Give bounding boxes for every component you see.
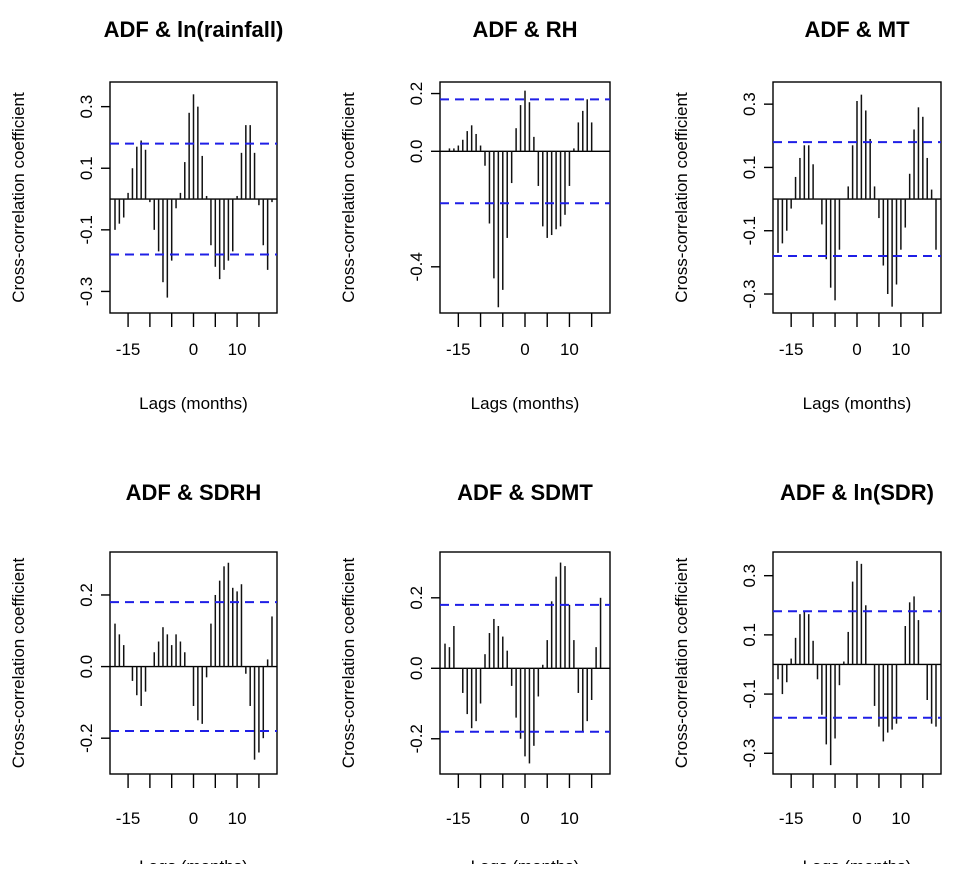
chart-2-frame (772, 81, 942, 314)
chart-4-y-tick-label: 0.2 (407, 586, 426, 610)
chart-3-y-axis-label: Cross-correlation coefficient (9, 558, 28, 769)
chart-4-x-tick-label: -15 (446, 809, 471, 828)
chart-5-y-tick-label: 0.3 (740, 564, 759, 588)
chart-4-y-axis-label: Cross-correlation coefficient (339, 558, 358, 769)
chart-2-title: ADF & MT (804, 17, 910, 42)
chart-3-x-axis-label: Lags (months) (139, 857, 248, 864)
chart-1-panel: ADF & RH Cross-correlation coefficient Lag… (339, 17, 611, 413)
chart-3-title: ADF & SDRH (126, 480, 262, 505)
chart-5-y-tick-label: -0.3 (740, 739, 759, 768)
chart-4-panel: ADF & SDMT Cross-correlation coefficient L… (339, 480, 611, 869)
chart-0-x-tick-label: 0 (189, 340, 198, 359)
chart-1-y-tick-label: 0.0 (407, 139, 426, 163)
chart-2-y-tick-label: -0.3 (740, 279, 759, 308)
chart-1-y-tick-label: 0.2 (407, 82, 426, 106)
chart-3-y-tick-label: -0.2 (77, 724, 96, 753)
chart-0-y-tick-label: -0.1 (77, 215, 96, 244)
chart-1-y-axis-label: Cross-correlation coefficient (339, 92, 358, 303)
chart-3-frame (109, 551, 278, 775)
chart-0-y-tick-label: 0.1 (77, 156, 96, 180)
chart-5-x-tick-label: -15 (779, 809, 804, 828)
chart-4-y-tick-label: -0.2 (407, 724, 426, 753)
chart-3-y-tick-label: 0.2 (77, 583, 96, 607)
chart-1-x-tick-label: 0 (520, 340, 529, 359)
chart-2-y-axis-label: Cross-correlation coefficient (672, 92, 691, 303)
chart-0-title: ADF & ln(rainfall) (104, 17, 284, 42)
chart-1-x-axis-label: Lags (months) (471, 394, 580, 413)
chart-2-panel: ADF & MT Cross-correlation coefficient Lag… (672, 17, 942, 413)
chart-5-x-axis-label: Lags (months) (803, 857, 912, 864)
chart-0-x-axis-label: Lags (months) (139, 394, 248, 413)
chart-0-y-axis-label: Cross-correlation coefficient (9, 92, 28, 303)
chart-5-y-tick-label: -0.1 (740, 679, 759, 708)
chart-0-y-tick-label: 0.3 (77, 95, 96, 119)
chart-5-panel: ADF & ln(SDR) Cross-correlation coefficie… (672, 480, 942, 869)
chart-1-x-tick-label: 10 (560, 340, 579, 359)
chart-2-x-tick-label: 0 (852, 340, 861, 359)
chart-4-title: ADF & SDMT (457, 480, 593, 505)
chart-5-y-tick-label: 0.1 (740, 623, 759, 647)
chart-5-title: ADF & ln(SDR) (780, 480, 934, 505)
chart-1-x-tick-label: -15 (446, 340, 471, 359)
chart-4-x-axis-label: Lags (months) (471, 857, 580, 864)
chart-2-x-tick-label: -15 (779, 340, 804, 359)
chart-5-x-tick-label: 10 (891, 809, 910, 828)
chart-5-x-tick-label: 0 (852, 809, 861, 828)
chart-2-x-axis-label: Lags (months) (803, 394, 912, 413)
chart-2-y-tick-label: -0.1 (740, 216, 759, 245)
chart-5-frame (772, 551, 942, 775)
chart-4-x-tick-label: 0 (520, 809, 529, 828)
chart-2-x-tick-label: 10 (891, 340, 910, 359)
chart-3-panel: ADF & SDRH Cross-correlation coefficient L… (9, 480, 278, 869)
chart-3-x-tick-label: -15 (116, 809, 141, 828)
chart-0-panel: ADF & ln(rainfall) Cross-correlation coef… (9, 17, 283, 413)
chart-1-frame (439, 81, 611, 314)
chart-2-y-tick-label: 0.3 (740, 92, 759, 116)
chart-3-x-tick-label: 10 (228, 809, 247, 828)
chart-4-y-tick-label: 0.0 (407, 656, 426, 680)
chart-0-frame (109, 81, 278, 314)
chart-0-y-tick-label: -0.3 (77, 277, 96, 306)
chart-1-title: ADF & RH (472, 17, 577, 42)
chart-1-y-tick-label: -0.4 (407, 252, 426, 281)
chart-4-x-tick-label: 10 (560, 809, 579, 828)
chart-4-frame (439, 551, 611, 775)
chart-3-y-tick-label: 0.0 (77, 655, 96, 679)
chart-0-x-tick-label: 10 (228, 340, 247, 359)
chart-2-y-tick-label: 0.1 (740, 156, 759, 180)
chart-5-y-axis-label: Cross-correlation coefficient (672, 558, 691, 769)
chart-3-x-tick-label: 0 (189, 809, 198, 828)
chart-0-x-tick-label: -15 (116, 340, 141, 359)
